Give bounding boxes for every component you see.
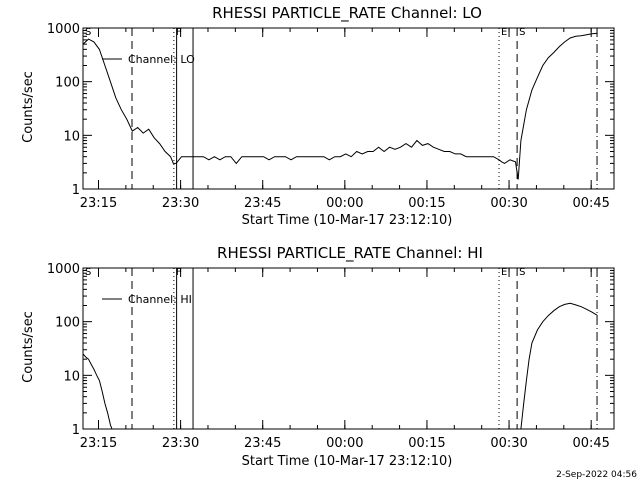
footer-timestamp: 2-Sep-2022 04:56 (556, 470, 637, 480)
y-tick-label: 10 (63, 369, 80, 384)
chart-title: RHESSI PARTICLE_RATE Channel: LO (212, 4, 482, 23)
event-marker-label: E (501, 267, 507, 278)
x-tick-label: 23:45 (244, 196, 281, 211)
event-marker-label: F (176, 27, 182, 38)
y-tick-label: 1000 (47, 262, 80, 277)
x-axis-label: Start Time (10-Mar-17 23:12:10) (242, 213, 453, 228)
legend-label: Channel: LO (128, 53, 195, 66)
x-tick-label: 00:00 (326, 436, 363, 451)
y-axis-label: Counts/sec (21, 311, 36, 383)
event-marker-label: S (519, 267, 525, 278)
y-tick-label: 1 (72, 423, 80, 438)
event-marker-label: S (85, 267, 91, 278)
y-tick-label: 100 (55, 76, 80, 91)
x-tick-label: 23:15 (80, 196, 117, 211)
y-tick-label: 1 (72, 183, 80, 198)
x-tick-label: 00:30 (490, 196, 527, 211)
x-tick-label: 23:45 (244, 436, 281, 451)
legend-label: Channel: HI (128, 293, 192, 306)
y-tick-label: 100 (55, 316, 80, 331)
x-tick-label: 00:00 (326, 196, 363, 211)
chart-title: RHESSI PARTICLE_RATE Channel: HI (217, 244, 483, 263)
y-axis-label: Counts/sec (21, 71, 36, 143)
event-marker-label: S (85, 27, 91, 38)
event-marker-label: F (176, 267, 182, 278)
data-series-line (83, 32, 598, 180)
x-tick-label: 23:15 (80, 436, 117, 451)
x-tick-label: 00:15 (408, 196, 445, 211)
x-axis-label: Start Time (10-Mar-17 23:12:10) (242, 454, 453, 469)
x-tick-label: 00:30 (490, 436, 527, 451)
chart-panel-lo: RHESSI PARTICLE_RATE Channel: LO Counts/… (21, 4, 615, 228)
chart-panel-hi: RHESSI PARTICLE_RATE Channel: HI Counts/… (21, 244, 615, 469)
y-tick-label: 10 (63, 129, 80, 144)
x-tick-label: 23:30 (162, 196, 199, 211)
x-tick-label: 00:45 (572, 196, 609, 211)
event-marker-label: S (519, 27, 525, 38)
x-tick-label: 23:30 (162, 436, 199, 451)
x-tick-label: 00:15 (408, 436, 445, 451)
y-tick-label: 1000 (47, 22, 80, 37)
x-tick-label: 00:45 (572, 436, 609, 451)
event-marker-label: E (501, 27, 507, 38)
data-series-line (83, 302, 598, 429)
